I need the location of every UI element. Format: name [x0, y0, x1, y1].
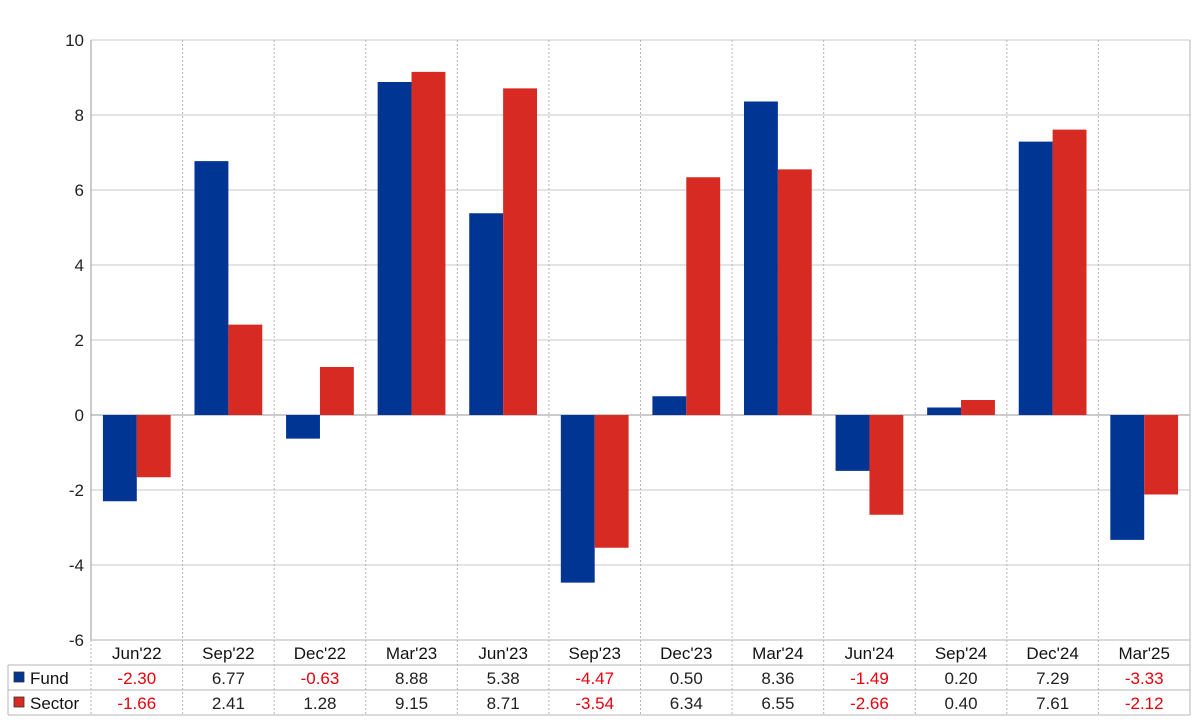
x-tick-label: Sep'22 [202, 644, 254, 663]
chart-bars [102, 71, 1179, 583]
legend-swatch-sector [13, 696, 25, 708]
data-label-sector: -2.66 [850, 694, 889, 713]
y-tick-label: 2 [75, 331, 84, 350]
bar-sector [411, 71, 446, 415]
bar-sector [777, 169, 812, 415]
bar-sector [594, 415, 629, 548]
data-table: Jun'22 Sep'22 Dec'22 Mar'23 Jun'23 Sep'23 Dec'… [7, 40, 1191, 716]
x-tick-label: Sep'24 [935, 644, 987, 663]
data-label-fund: -0.63 [301, 669, 340, 688]
data-label-sector: 9.15 [395, 694, 428, 713]
data-label-fund: -1.49 [850, 669, 889, 688]
y-axis: -6 -4 -2 0 2 4 6 8 10 [65, 31, 84, 650]
legend-swatch-fund [13, 671, 25, 683]
data-label-fund: 0.20 [944, 669, 977, 688]
bar-fund [927, 407, 962, 415]
bar-fund [102, 415, 137, 502]
data-label-fund: 8.36 [761, 669, 794, 688]
y-tick-label: 8 [75, 106, 84, 125]
legend-label-fund: Fund [30, 669, 69, 688]
y-tick-label: -6 [69, 631, 84, 650]
x-tick-label: Dec'23 [660, 644, 712, 663]
data-label-sector: 6.34 [670, 694, 703, 713]
y-tick-label: -2 [69, 481, 84, 500]
bar-sector [1052, 129, 1087, 415]
data-label-fund: -3.33 [1125, 669, 1164, 688]
bar-sector [961, 400, 995, 415]
bar-sector [503, 88, 538, 415]
data-label-fund: -4.47 [575, 669, 614, 688]
y-tick-label: -4 [69, 556, 84, 575]
bar-fund [286, 415, 320, 439]
x-tick-label: Jun'23 [478, 644, 528, 663]
bar-fund [743, 101, 778, 415]
bar-sector [228, 324, 263, 415]
data-label-sector: 6.55 [761, 694, 794, 713]
bar-fund [194, 161, 229, 415]
bar-fund [835, 415, 870, 471]
bar-fund [469, 213, 504, 415]
data-label-fund: -2.30 [117, 669, 156, 688]
bar-fund [1110, 415, 1145, 540]
data-label-sector: 0.40 [944, 694, 977, 713]
bar-sector [686, 177, 721, 415]
data-label-fund: 0.50 [670, 669, 703, 688]
bar-sector [1144, 415, 1179, 495]
x-tick-label: Sep'23 [569, 644, 621, 663]
bar-fund [377, 82, 412, 415]
data-label-sector: 2.41 [212, 694, 245, 713]
bar-sector [319, 367, 354, 415]
data-label-sector: 1.28 [303, 694, 336, 713]
x-tick-label: Dec'22 [294, 644, 346, 663]
bar-sector [869, 415, 904, 515]
bar-fund [560, 415, 595, 583]
x-tick-label: Mar'23 [386, 644, 437, 663]
data-label-sector: -1.66 [117, 694, 156, 713]
data-label-sector: 7.61 [1036, 694, 1069, 713]
x-tick-label: Mar'25 [1118, 644, 1169, 663]
data-label-fund: 8.88 [395, 669, 428, 688]
data-label-fund: 5.38 [487, 669, 520, 688]
data-label-sector: -3.54 [575, 694, 614, 713]
data-label-fund: 7.29 [1036, 669, 1069, 688]
y-tick-label: 10 [65, 31, 84, 50]
x-tick-label: Jun'22 [112, 644, 162, 663]
bar-fund [1018, 141, 1053, 415]
bar-sector [136, 415, 171, 478]
y-tick-label: 4 [75, 256, 84, 275]
x-tick-label: Jun'24 [845, 644, 895, 663]
data-label-sector: 8.71 [487, 694, 520, 713]
x-tick-label: Dec'24 [1026, 644, 1078, 663]
y-tick-label: 0 [75, 406, 84, 425]
data-label-fund: 6.77 [212, 669, 245, 688]
y-tick-label: 6 [75, 181, 84, 200]
data-label-sector: -2.12 [1125, 694, 1164, 713]
bar-fund [652, 396, 687, 415]
x-tick-label: Mar'24 [752, 644, 803, 663]
legend-label-sector: Sector [30, 694, 79, 713]
